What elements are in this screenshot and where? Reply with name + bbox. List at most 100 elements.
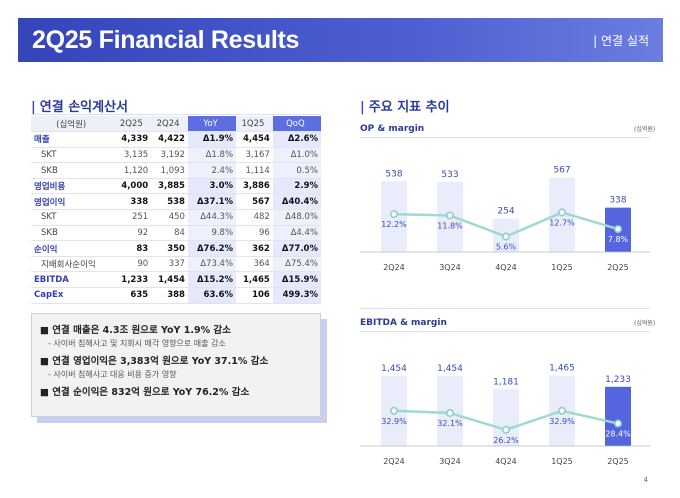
margin-value-label: 12.7% — [549, 218, 575, 227]
margin-point — [502, 232, 511, 241]
row-label: SKB — [31, 225, 115, 242]
margin-value-label: 26.2% — [493, 436, 519, 445]
table-cell: 3,192 — [151, 147, 188, 164]
table-row: 지배회사순이익 90 337 Δ73.4% 364 Δ75.4% — [31, 256, 321, 273]
bar-value-label: 338 — [609, 196, 626, 206]
bullet-icon: ■ — [40, 387, 53, 398]
bar-value-label: 1,454 — [381, 364, 407, 374]
x-tick-label: 1Q25 — [551, 457, 573, 466]
table-cell: 3,167 — [236, 147, 273, 164]
table-cell: 364 — [236, 256, 273, 273]
table-cell: 1,120 — [114, 162, 152, 179]
key-metrics-heading: | 주요 지표 추이 — [360, 100, 450, 115]
table-cell: 388 — [151, 287, 188, 304]
row-label: 순이익 — [31, 240, 115, 257]
bar-value-label: 567 — [553, 166, 570, 176]
table-cell: 84 — [151, 225, 188, 242]
margin-value-label: 32.9% — [549, 417, 575, 426]
table-cell: Δ40.4% — [272, 193, 321, 211]
table-cell: Δ73.4% — [187, 256, 237, 273]
bar-value-label: 538 — [385, 169, 402, 179]
margin-value-label: 32.1% — [437, 419, 463, 428]
table-cell: 106 — [236, 287, 273, 304]
table-cell: 3.0% — [187, 178, 237, 195]
bar-value-label: 1,233 — [605, 375, 631, 385]
income-statement-table: (십억원) 2Q25 2Q24 YoY 1Q25 QoQ 매출 4,339 4,422 Δ1.9… — [31, 116, 321, 304]
table-header-cell: YoY — [187, 116, 237, 133]
table-cell: 4,454 — [236, 131, 273, 148]
table-cell: 63.6% — [187, 287, 237, 304]
bullet-icon: ■ — [40, 325, 53, 336]
heading-bar-icon: | — [31, 100, 36, 115]
margin-point — [502, 425, 511, 434]
divider — [360, 137, 650, 138]
ebitda-margin-chart: 1,454 2Q24 1,454 3Q24 1,181 4Q24 1,465 1Q25 1,23… — [360, 364, 650, 466]
table-cell: 2.9% — [272, 178, 321, 195]
table-header-cell: QoQ — [272, 116, 321, 133]
table-header-cell: 1Q25 — [236, 116, 273, 133]
table-cell: 1,114 — [236, 162, 273, 179]
table-cell: 1,233 — [114, 271, 152, 289]
margin-value-label: 5.6% — [496, 243, 517, 252]
table-cell: 482 — [236, 209, 273, 226]
page-number: 4 — [643, 476, 648, 484]
table-cell: Δ44.3% — [187, 209, 237, 226]
table-cell: 3,886 — [236, 178, 273, 195]
summary-item: ■ 연결 매출은 4.3조 원으로 YoY 1.9% 감소 — [40, 322, 312, 336]
row-label: CapEx — [31, 287, 115, 304]
x-tick-label: 2Q24 — [383, 263, 405, 272]
table-cell: 499.3% — [272, 287, 321, 304]
table-cell: 0.5% — [272, 162, 321, 179]
bullet-icon: ■ — [40, 356, 53, 367]
page-title: 2Q25 Financial Results — [32, 26, 300, 54]
margin-point — [558, 406, 567, 415]
table-cell: 83 — [114, 240, 152, 257]
chart-bar — [493, 389, 519, 446]
bar-value-label: 254 — [497, 207, 514, 217]
table-cell: 4,339 — [114, 131, 152, 148]
table-row: 영업이익 338 538 Δ37.1% 567 Δ40.4% — [31, 193, 321, 211]
op-margin-chart: 538 2Q24 533 3Q24 254 4Q24 567 1Q25 338 2Q25 12.2%… — [360, 166, 650, 272]
margin-value-label: 11.8% — [437, 221, 463, 230]
table-row: SKB 1,120 1,093 2.4% 1,114 0.5% — [31, 162, 321, 179]
bar-value-label: 533 — [441, 170, 458, 180]
summary-item: ■ 연결 순이익은 832억 원으로 YoY 76.2% 감소 — [40, 384, 312, 398]
table-cell: 9.8% — [187, 225, 237, 242]
table-cell: Δ1.0% — [272, 147, 321, 164]
table-cell: 1,093 — [151, 162, 188, 179]
row-label: 지배회사순이익 — [31, 256, 115, 273]
summary-subtext: - 사이버 침해사고 대응 비용 증가 영향 — [48, 370, 177, 379]
table-row: EBITDA 1,233 1,454 Δ15.2% 1,465 Δ15.9% — [31, 271, 321, 289]
chart-bar — [605, 386, 631, 446]
x-tick-label: 3Q24 — [439, 263, 461, 272]
table-cell: 90 — [114, 256, 152, 273]
table-header-cell: (십억원) — [31, 116, 115, 133]
x-tick-label: 2Q24 — [383, 457, 405, 466]
margin-point — [446, 409, 455, 418]
table-cell: 1,454 — [151, 271, 188, 289]
bar-value-label: 1,454 — [437, 364, 463, 374]
summary-text: 연결 매출은 4.3조 원으로 YoY 1.9% 감소 — [52, 325, 231, 336]
heading-bar-icon: | — [360, 100, 365, 115]
x-tick-label: 2Q25 — [607, 457, 629, 466]
table-cell: 338 — [114, 193, 152, 211]
table-row: CapEx 635 388 63.6% 106 499.3% — [31, 287, 321, 304]
income-statement-heading: | 연결 손익계산서 — [31, 100, 128, 115]
table-cell: 2.4% — [187, 162, 237, 179]
divider — [31, 114, 321, 115]
table-row: 영업비용 4,000 3,885 3.0% 3,886 2.9% — [31, 178, 321, 195]
row-label: 영업비용 — [31, 178, 115, 195]
margin-value-label: 12.2% — [381, 220, 407, 229]
margin-point — [614, 225, 623, 234]
summary-text: 연결 순이익은 832억 원으로 YoY 76.2% 감소 — [52, 387, 250, 398]
table-cell: Δ76.2% — [187, 240, 237, 257]
summary-subtext: - 사이버 침해사고 및 지회시 매각 영향으로 매출 감소 — [48, 339, 226, 348]
table-cell: 251 — [114, 209, 152, 226]
row-label: SKT — [31, 209, 115, 226]
table-cell: Δ37.1% — [187, 193, 237, 211]
summary-item: ■ 연결 영업이익은 3,383억 원으로 YoY 37.1% 감소 — [40, 353, 312, 367]
table-cell: 635 — [114, 287, 152, 304]
section-label: | 연결 실적 — [593, 34, 649, 48]
table-cell: Δ15.2% — [187, 271, 237, 289]
margin-value-label: 28.4% — [605, 430, 631, 439]
